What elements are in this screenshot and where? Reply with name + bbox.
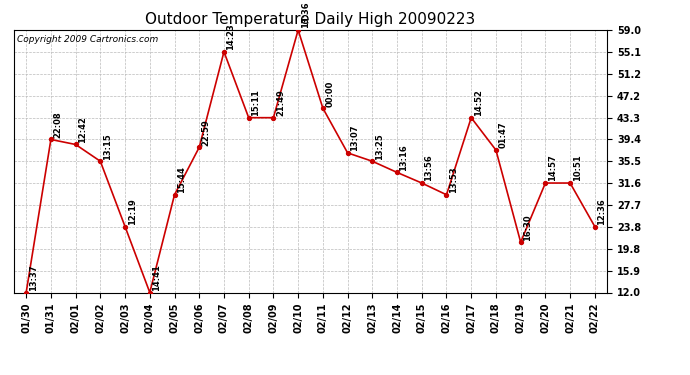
Text: 13:56: 13:56 xyxy=(424,154,433,182)
Text: 15:11: 15:11 xyxy=(251,89,260,116)
Point xyxy=(491,147,502,153)
Point xyxy=(367,158,378,164)
Text: 22:08: 22:08 xyxy=(53,111,62,138)
Text: 00:00: 00:00 xyxy=(326,80,335,106)
Text: 13:36: 13:36 xyxy=(301,2,310,28)
Point xyxy=(466,115,477,121)
Text: 15:44: 15:44 xyxy=(177,166,186,193)
Title: Outdoor Temperature Daily High 20090223: Outdoor Temperature Daily High 20090223 xyxy=(146,12,475,27)
Point xyxy=(219,49,230,55)
Point xyxy=(391,170,402,176)
Point xyxy=(317,105,328,111)
Text: 14:57: 14:57 xyxy=(548,154,557,182)
Text: 12:19: 12:19 xyxy=(128,198,137,225)
Text: 01:47: 01:47 xyxy=(498,122,507,148)
Text: 13:16: 13:16 xyxy=(400,144,408,171)
Text: 13:15: 13:15 xyxy=(103,133,112,160)
Text: 12:36: 12:36 xyxy=(598,198,607,225)
Point xyxy=(46,136,57,142)
Point xyxy=(416,180,427,186)
Text: 21:49: 21:49 xyxy=(276,89,285,116)
Point xyxy=(515,239,526,245)
Point xyxy=(169,192,180,198)
Point xyxy=(293,27,304,33)
Text: 13:37: 13:37 xyxy=(29,264,38,291)
Text: 22:59: 22:59 xyxy=(201,119,210,146)
Text: 10:51: 10:51 xyxy=(573,154,582,182)
Point xyxy=(21,290,32,296)
Point xyxy=(95,158,106,164)
Point xyxy=(589,224,600,230)
Point xyxy=(243,115,254,121)
Point xyxy=(342,150,353,156)
Point xyxy=(441,192,452,198)
Text: 14:23: 14:23 xyxy=(226,23,235,50)
Text: 16:30: 16:30 xyxy=(523,214,532,240)
Point xyxy=(144,290,155,296)
Point xyxy=(564,180,575,186)
Text: 13:25: 13:25 xyxy=(375,133,384,160)
Text: 14:41: 14:41 xyxy=(152,264,161,291)
Point xyxy=(194,144,205,150)
Point xyxy=(540,180,551,186)
Text: 13:07: 13:07 xyxy=(350,125,359,151)
Point xyxy=(268,115,279,121)
Text: 13:53: 13:53 xyxy=(449,166,458,193)
Point xyxy=(119,224,130,230)
Text: 14:52: 14:52 xyxy=(474,89,483,116)
Text: 12:42: 12:42 xyxy=(78,116,87,143)
Text: Copyright 2009 Cartronics.com: Copyright 2009 Cartronics.com xyxy=(17,35,158,44)
Point xyxy=(70,141,81,147)
